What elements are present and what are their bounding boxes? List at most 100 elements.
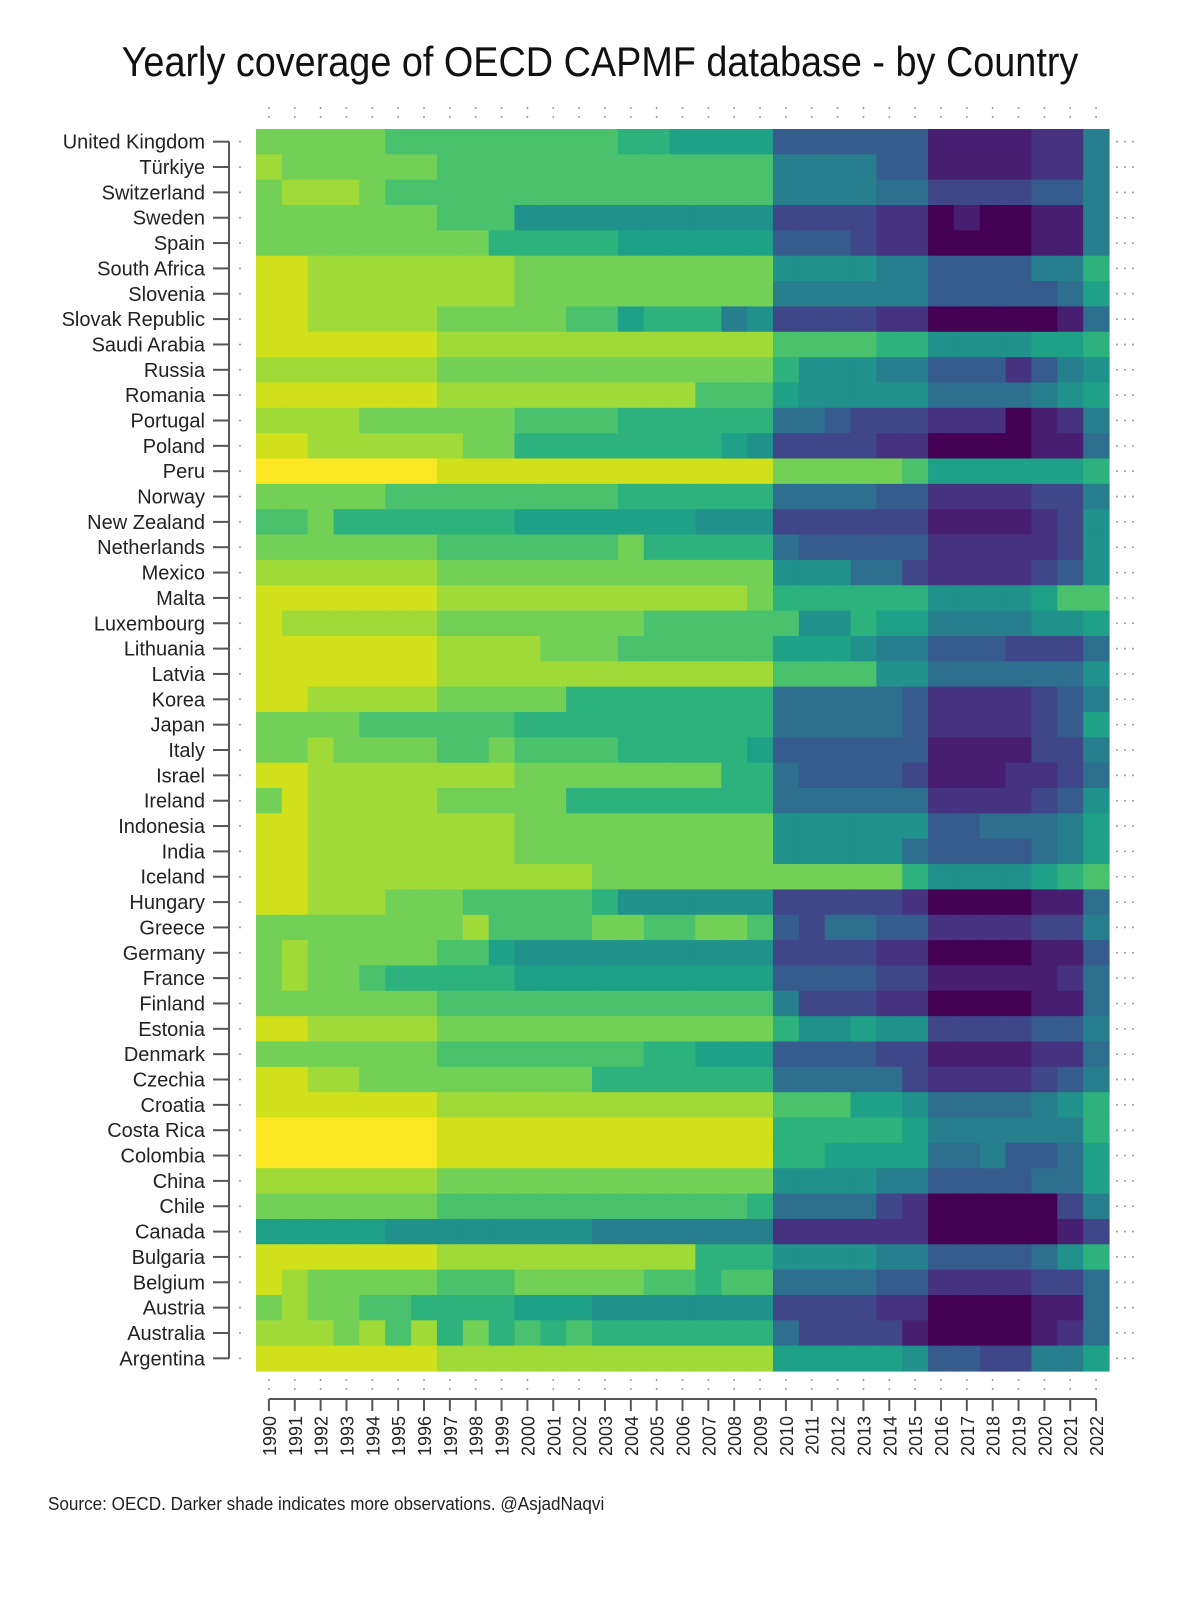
heatmap-cell <box>798 1193 826 1220</box>
heatmap-cell <box>333 1345 360 1372</box>
x-grid-dot <box>474 1388 477 1390</box>
heatmap-cell <box>592 788 619 814</box>
x-grid-dot <box>939 107 942 109</box>
heatmap-cell <box>617 661 645 688</box>
heatmap-cell <box>902 1218 929 1245</box>
heatmap-cell <box>617 534 645 561</box>
heatmap-cell <box>592 990 619 1017</box>
heatmap-cell <box>256 1294 283 1321</box>
heatmap-cell <box>953 1244 981 1271</box>
heatmap-cell <box>772 1016 800 1043</box>
heatmap-cell <box>747 1092 774 1119</box>
heatmap-cell <box>798 382 826 409</box>
heatmap-cell <box>617 458 645 485</box>
x-grid-dot <box>267 1388 270 1390</box>
heatmap-cell <box>436 1092 464 1119</box>
heatmap-cell <box>643 509 671 536</box>
right-grid-dot <box>1124 1053 1126 1056</box>
heatmap-cell <box>359 889 386 916</box>
heatmap-cell <box>411 458 438 485</box>
heatmap-cell <box>359 1345 386 1372</box>
heatmap-cell <box>902 737 929 764</box>
heatmap-cell <box>643 179 671 206</box>
heatmap-cell <box>695 255 722 282</box>
x-grid-dot <box>500 116 503 118</box>
heatmap-cell <box>281 1117 309 1144</box>
x-grid-dot <box>603 1388 606 1390</box>
x-tick-label: 2004 <box>622 1416 642 1456</box>
y-tick-label: Spain <box>154 233 205 255</box>
heatmap-cell <box>411 1269 438 1296</box>
heatmap-cell <box>359 838 386 865</box>
heatmap-cell <box>462 559 490 586</box>
heatmap-cell <box>436 1294 464 1321</box>
heatmap-cell <box>1031 179 1058 206</box>
heatmap-cell <box>540 1218 567 1245</box>
heatmap-cell <box>617 737 645 764</box>
heatmap-cell <box>928 179 955 206</box>
heatmap-cell <box>798 661 826 688</box>
heatmap-cell <box>928 838 955 865</box>
heatmap-cell <box>514 433 541 460</box>
right-grid-dot <box>1116 343 1118 346</box>
heatmap-cell <box>876 1041 903 1068</box>
heatmap-cell <box>488 889 516 916</box>
heatmap-cell <box>1083 990 1110 1017</box>
heatmap-cell <box>876 661 903 688</box>
heatmap-cell <box>979 154 1007 181</box>
heatmap-cell <box>307 129 335 155</box>
heatmap-cell <box>979 762 1007 789</box>
x-grid-dot <box>578 1388 581 1390</box>
right-grid-dot <box>1132 1103 1134 1106</box>
heatmap-cell <box>281 1320 309 1347</box>
x-grid-dot <box>397 1388 400 1390</box>
heatmap-cell <box>850 331 877 358</box>
heatmap-cell <box>876 788 903 814</box>
heatmap-cell <box>902 1092 929 1119</box>
heatmap-cell <box>411 686 438 713</box>
right-grid-dot <box>1132 723 1134 726</box>
heatmap-cell <box>436 990 464 1017</box>
heatmap-cell <box>1057 914 1084 941</box>
heatmap-cell <box>307 433 335 460</box>
heatmap-cell <box>540 281 567 308</box>
heatmap-cell <box>333 940 360 967</box>
heatmap-cell <box>1083 1294 1110 1321</box>
x-tick-label: 2011 <box>803 1416 823 1455</box>
heatmap-cell <box>488 838 516 865</box>
x-grid-dot <box>733 1388 736 1390</box>
heatmap-cell <box>281 737 309 764</box>
heatmap-cell <box>902 534 929 561</box>
x-grid-dot <box>603 107 606 109</box>
heatmap-cell <box>695 1218 722 1245</box>
x-tick-label: 2003 <box>596 1416 616 1456</box>
heatmap-cell <box>721 281 748 308</box>
heatmap-cell <box>643 838 671 865</box>
heatmap-cell <box>592 1142 619 1169</box>
heatmap-cell <box>359 255 386 282</box>
heatmap-cell <box>307 1294 335 1321</box>
heatmap-cell <box>540 737 567 764</box>
heatmap-cell <box>592 1117 619 1144</box>
heatmap-cell <box>592 813 619 840</box>
heatmap-cell <box>1005 1218 1033 1245</box>
heatmap-cell <box>669 1218 697 1245</box>
y-tick-label: Luxembourg <box>94 613 205 635</box>
heatmap-cell <box>540 635 567 662</box>
x-grid-dot <box>759 1388 762 1390</box>
heatmap-cell <box>850 483 877 510</box>
heatmap-cell <box>824 1092 852 1119</box>
heatmap-cell <box>798 990 826 1017</box>
heatmap-cell <box>488 762 516 789</box>
heatmap-cell <box>1005 509 1033 536</box>
right-grid-dot <box>1116 1154 1118 1157</box>
y-tick-label: Sweden <box>133 208 205 230</box>
heatmap-cell <box>1005 205 1033 231</box>
y-grid-dot <box>239 1179 241 1182</box>
heatmap-cell <box>1005 711 1033 738</box>
heatmap-cell <box>385 205 412 231</box>
heatmap-cell <box>876 889 903 916</box>
heatmap-cell <box>488 1193 516 1220</box>
heatmap-cell <box>1031 585 1058 612</box>
right-grid-dot <box>1132 419 1134 422</box>
